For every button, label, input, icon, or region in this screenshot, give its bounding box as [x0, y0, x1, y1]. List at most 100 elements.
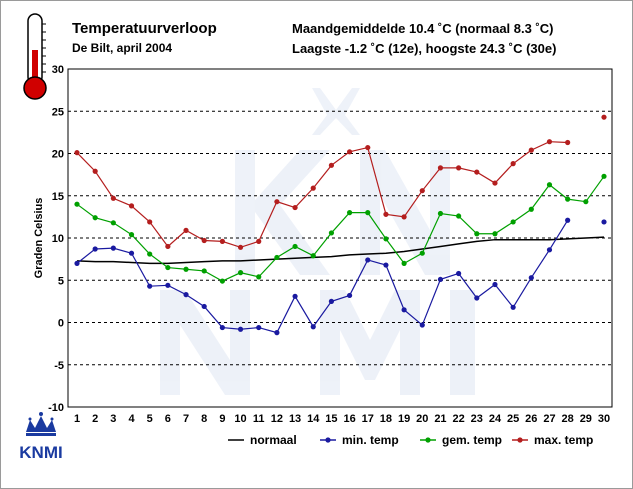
data-point	[365, 144, 371, 151]
data-point	[147, 251, 153, 257]
data-point	[456, 213, 462, 219]
data-point	[310, 324, 316, 330]
x-tick-label: 30	[598, 413, 610, 425]
data-point	[237, 244, 244, 250]
data-point	[546, 247, 553, 253]
data-point	[419, 188, 425, 194]
y-tick-label: 20	[52, 149, 64, 161]
x-tick-label: 28	[562, 413, 574, 425]
y-tick-label: 5	[58, 275, 64, 287]
y-axis-ticks: 30 25 20 15 10 5 0 -5 -10	[48, 64, 64, 414]
y-tick-label: 15	[52, 191, 64, 203]
series-normaal	[76, 236, 605, 265]
data-point	[492, 180, 498, 186]
data-point	[237, 270, 244, 276]
data-point	[237, 326, 244, 332]
data-point	[256, 238, 262, 244]
x-tick-label: 26	[525, 413, 537, 425]
legend-label: normaal	[250, 433, 297, 447]
data-point	[437, 276, 444, 283]
legend-label: gem. temp	[442, 433, 502, 447]
data-point	[274, 330, 280, 336]
chart-subtitle: De Bilt, april 2004	[72, 41, 173, 55]
x-tick-label: 2	[92, 413, 98, 425]
data-point	[474, 169, 480, 175]
y-tick-label: -5	[54, 360, 64, 372]
data-point	[365, 257, 371, 263]
x-tick-label: 16	[343, 413, 355, 425]
data-point	[219, 324, 225, 331]
x-tick-label: 24	[489, 413, 502, 425]
data-point	[274, 199, 280, 205]
x-tick-label: 5	[147, 413, 153, 425]
x-tick-label: 13	[289, 413, 301, 425]
y-tick-label: 25	[52, 106, 64, 118]
plot-area	[67, 68, 613, 408]
data-point	[110, 245, 116, 251]
data-point	[383, 236, 389, 242]
x-tick-label: 4	[128, 413, 135, 425]
data-point	[528, 275, 534, 281]
x-tick-label: 19	[398, 413, 410, 425]
data-point	[328, 230, 335, 236]
data-point	[201, 303, 207, 310]
data-point	[92, 215, 98, 221]
data-point	[546, 139, 553, 145]
series-line	[76, 236, 605, 265]
data-point	[165, 264, 171, 271]
x-tick-label: 17	[362, 413, 374, 425]
data-point	[346, 292, 353, 299]
x-tick-label: 12	[271, 413, 283, 425]
x-tick-label: 27	[543, 413, 555, 425]
x-tick-label: 23	[471, 413, 483, 425]
chart-series	[74, 114, 607, 336]
data-point	[474, 295, 480, 301]
data-point	[274, 254, 280, 261]
data-point	[601, 173, 607, 179]
x-tick-label: 10	[234, 413, 246, 425]
data-point	[401, 307, 407, 313]
data-point	[292, 293, 298, 299]
y-tick-label: -10	[48, 402, 64, 414]
data-point	[256, 324, 262, 331]
data-point	[546, 182, 553, 188]
x-tick-label: 6	[165, 413, 171, 425]
data-point	[565, 196, 571, 202]
data-point	[456, 165, 462, 171]
data-point	[183, 227, 189, 233]
data-point	[292, 243, 298, 250]
data-point	[346, 210, 353, 216]
data-point	[165, 282, 171, 288]
data-point	[310, 185, 316, 191]
data-point	[401, 214, 407, 220]
y-axis-label: Graden Celsius	[33, 198, 45, 279]
y-tick-label: 0	[58, 318, 64, 330]
data-point	[128, 232, 135, 238]
data-point	[74, 150, 80, 156]
data-point	[92, 246, 98, 252]
knmi-logo-text: KNMI	[19, 443, 62, 462]
legend-marker	[517, 437, 523, 443]
data-point	[474, 231, 480, 237]
data-point	[601, 219, 607, 225]
data-point	[256, 274, 262, 280]
series-max-temp	[74, 114, 607, 250]
series-line	[76, 175, 605, 282]
data-point	[128, 203, 135, 209]
x-tick-label: 22	[452, 413, 464, 425]
data-point	[310, 253, 316, 259]
data-point	[528, 147, 534, 153]
data-point	[110, 195, 116, 201]
x-tick-label: 11	[253, 413, 265, 425]
series-gem-temp	[74, 173, 607, 284]
x-tick-label: 14	[307, 413, 320, 425]
legend-label: max. temp	[534, 433, 593, 447]
data-point	[528, 206, 534, 212]
series-min-temp	[74, 217, 607, 336]
data-point	[492, 281, 498, 288]
legend-marker	[425, 437, 431, 443]
data-point	[419, 250, 425, 256]
legend-label: min. temp	[342, 433, 399, 447]
x-tick-label: 25	[507, 413, 519, 425]
knmi-watermark	[160, 88, 475, 395]
